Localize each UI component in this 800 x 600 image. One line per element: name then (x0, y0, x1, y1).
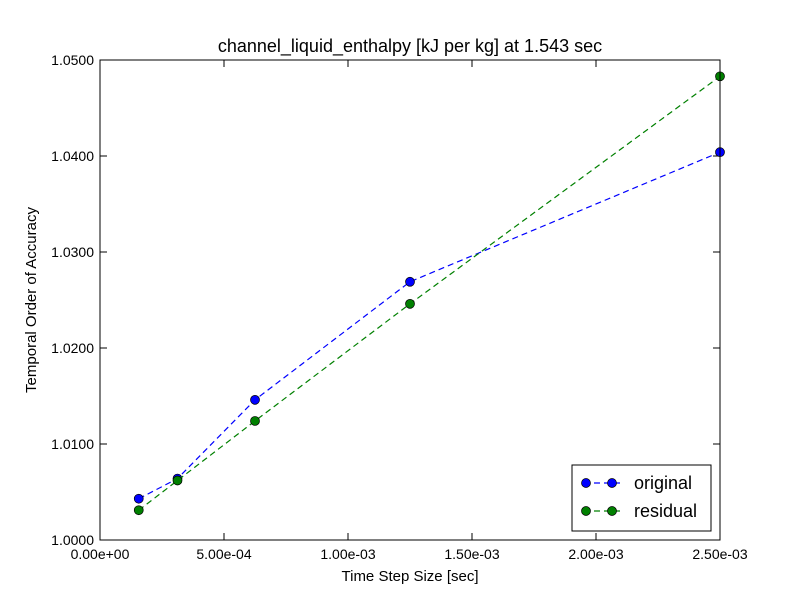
y-axis-label: Temporal Order of Accuracy (23, 207, 40, 393)
y-tick-label: 1.0200 (51, 340, 94, 356)
chart-title: channel_liquid_enthalpy [kJ per kg] at 1… (218, 36, 602, 57)
legend-label: original (634, 473, 692, 493)
legend-marker (581, 506, 591, 516)
data-point-residual (250, 416, 260, 426)
series-layer (133, 71, 725, 516)
x-tick-label: 5.00e-04 (196, 546, 251, 562)
y-tick-label: 1.0400 (51, 148, 94, 164)
series-line-residual (138, 75, 721, 511)
y-tick-label: 1.0500 (51, 52, 94, 68)
legend-box (571, 464, 712, 532)
legend-marker (581, 478, 591, 488)
x-tick-label: 1.50e-03 (444, 546, 499, 562)
y-tick-label: 1.0100 (51, 436, 94, 452)
data-point-residual (172, 475, 183, 486)
data-point-original (133, 493, 144, 504)
legend-marker (607, 506, 617, 516)
data-point-residual (133, 505, 144, 516)
y-tick-label: 1.0000 (51, 532, 94, 548)
legend: original residual (571, 464, 712, 532)
data-point-residual (405, 298, 415, 309)
y-tick-label: 1.0300 (51, 244, 94, 260)
axis-ticks: 0.00e+00 5.00e-04 1.00e-03 1.50e-03 2.00e-03… (51, 52, 748, 562)
data-point-original (250, 394, 260, 405)
series-residual (133, 71, 725, 516)
legend-marker (607, 478, 617, 488)
legend-label: residual (634, 501, 697, 521)
legend-item: original (581, 473, 692, 493)
plot-frame (99, 59, 721, 541)
x-tick-label: 2.50e-03 (692, 546, 747, 562)
x-tick-label: 0.00e+00 (71, 546, 130, 562)
legend-item: residual (581, 501, 697, 521)
x-axis-label: Time Step Size [sec] (342, 568, 479, 585)
x-tick-label: 2.00e-03 (568, 546, 623, 562)
x-tick-label: 1.00e-03 (320, 546, 375, 562)
data-point-original (405, 276, 415, 287)
